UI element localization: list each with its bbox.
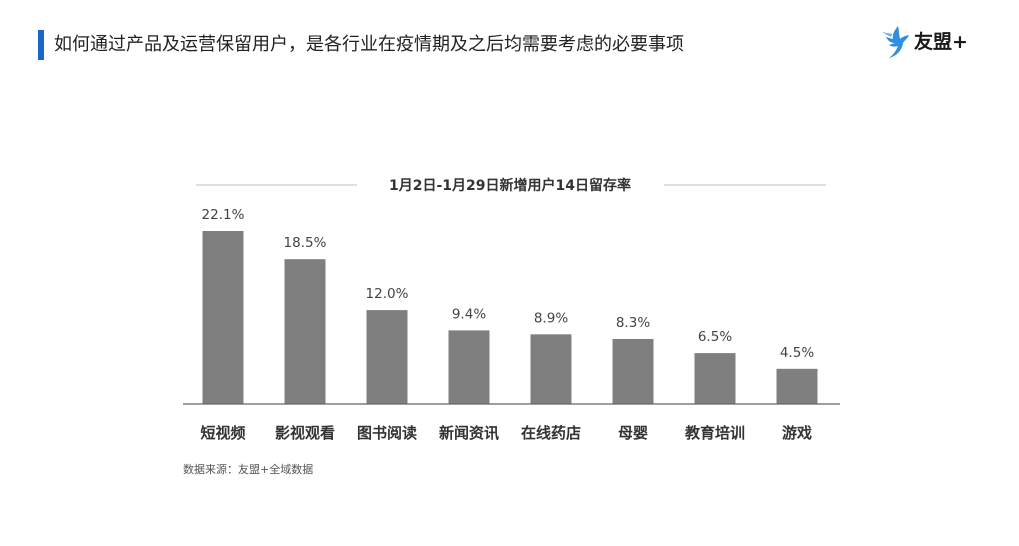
bar-7 xyxy=(776,368,818,404)
category-label-7: 游戏 xyxy=(782,424,812,442)
category-label-3: 新闻资讯 xyxy=(439,424,499,442)
category-label-0: 短视频 xyxy=(200,424,245,442)
value-label-4: 8.9% xyxy=(534,310,568,326)
value-label-7: 4.5% xyxy=(780,345,814,361)
category-label-1: 影视观看 xyxy=(275,424,335,442)
data-source-note: 数据来源：友盟+全域数据 xyxy=(183,463,314,476)
value-label-6: 6.5% xyxy=(698,329,732,345)
category-label-5: 母婴 xyxy=(618,424,648,442)
umeng-bird-logo-icon xyxy=(882,26,909,58)
bar-6 xyxy=(694,353,736,404)
brand: 友盟+ xyxy=(880,24,968,60)
category-label-4: 在线药店 xyxy=(521,424,581,442)
title-accent-bar xyxy=(38,30,44,60)
bar-2 xyxy=(366,310,408,404)
bar-5 xyxy=(612,339,654,404)
category-label-2: 图书阅读 xyxy=(357,424,417,442)
value-label-0: 22.1% xyxy=(202,207,245,223)
chart-title: 1月2日-1月29日新增用户14日留存率 xyxy=(389,177,631,194)
value-label-1: 18.5% xyxy=(284,235,327,251)
value-label-3: 9.4% xyxy=(452,306,486,322)
bar-4 xyxy=(530,334,572,404)
brand-name: 友盟+ xyxy=(914,31,968,53)
value-label-5: 8.3% xyxy=(616,315,650,331)
bar-0 xyxy=(202,231,244,404)
bars: 22.1% 短视频 18.5% 影视观看 12.0% 图书阅读 9.4% 新闻资讯 8.9% 在线… xyxy=(200,207,818,442)
category-label-6: 教育培训 xyxy=(684,424,745,442)
value-label-2: 12.0% xyxy=(366,286,409,302)
header: 如何通过产品及运营保留用户，是各行业在疫情期及之后均需要考虑的必要事项 友盟+ xyxy=(0,0,1019,70)
bar-3 xyxy=(448,330,490,404)
page-title: 如何通过产品及运营保留用户，是各行业在疫情期及之后均需要考虑的必要事项 xyxy=(54,34,684,55)
bar-1 xyxy=(284,259,326,404)
